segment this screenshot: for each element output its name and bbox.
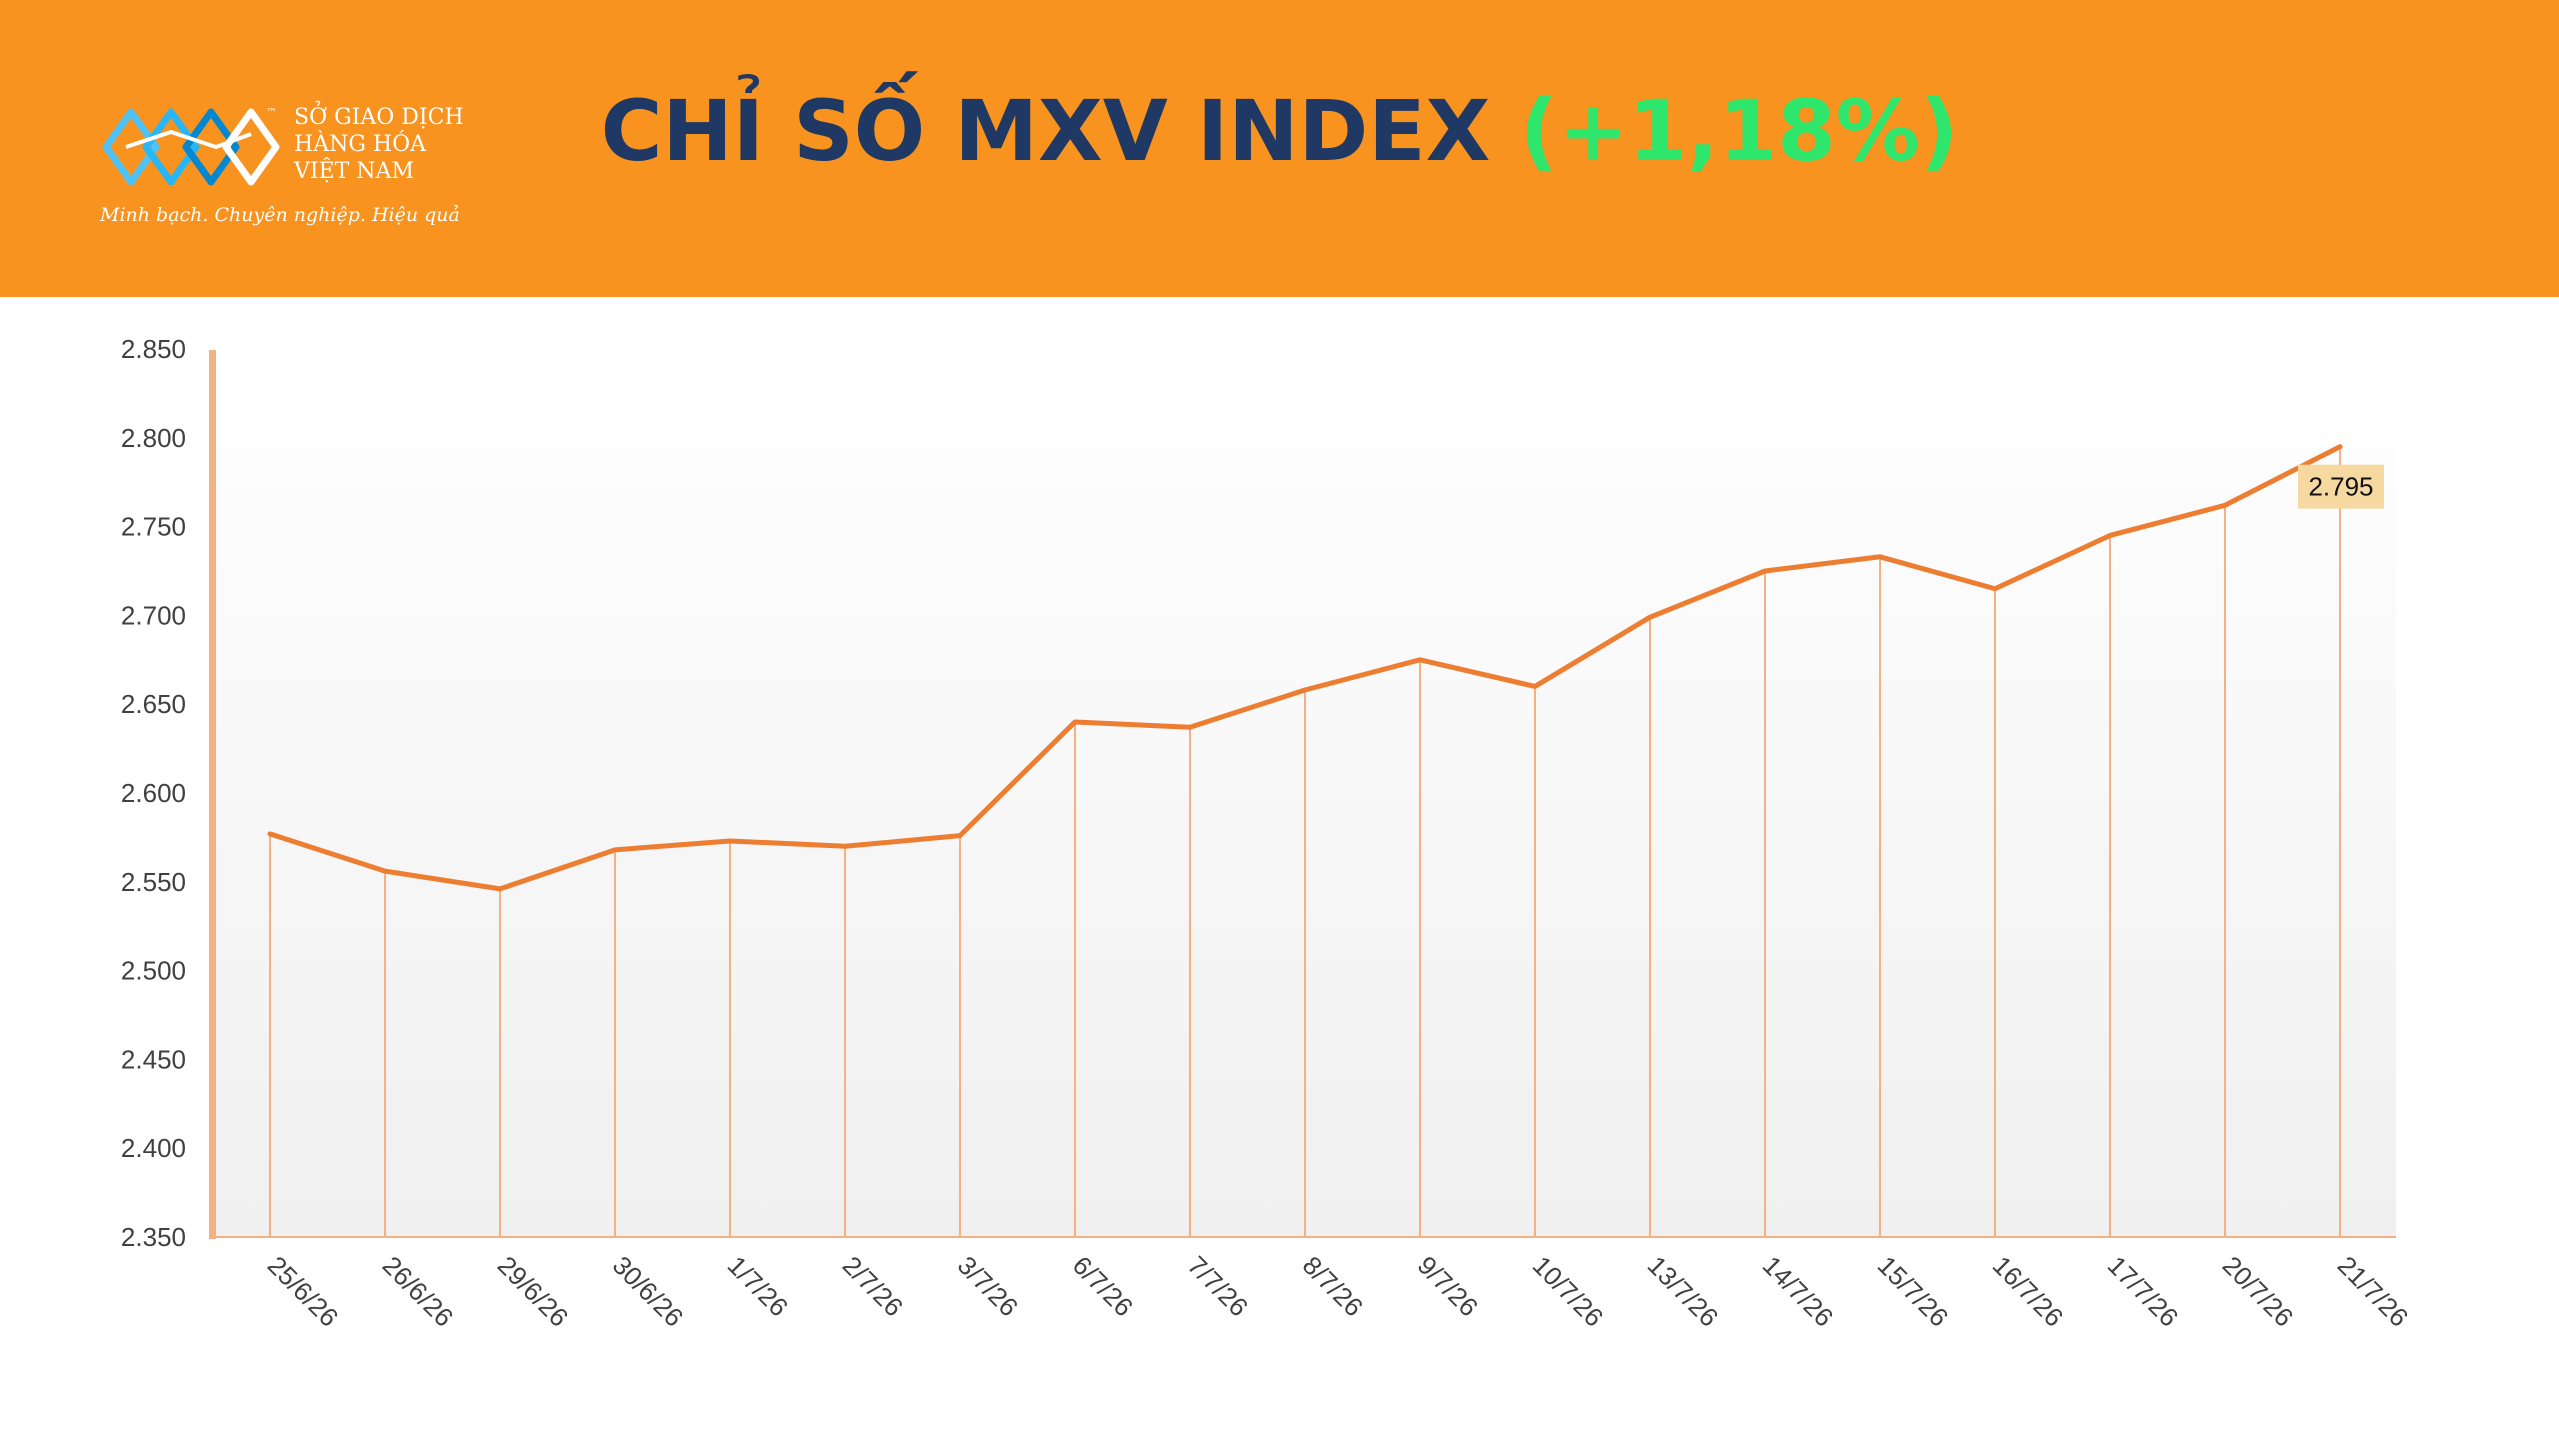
trademark-symbol: ™ (266, 106, 277, 119)
x-tick-label: 1/7/26 (722, 1250, 794, 1322)
x-tick-label: 21/7/26 (2332, 1250, 2415, 1333)
x-tick-label: 20/7/26 (2217, 1250, 2300, 1333)
data-label: 2.795 (2308, 472, 2373, 502)
data-label-box (2298, 464, 2384, 509)
mxv-logo: ™ SỞ GIAO DỊCH HÀNG HÓA VIỆT NAM Minh bạ… (96, 96, 496, 246)
y-axis-bar (209, 350, 216, 1239)
header-banner: ™ SỞ GIAO DỊCH HÀNG HÓA VIỆT NAM Minh bạ… (0, 0, 2559, 297)
x-tick-label: 14/7/26 (1757, 1250, 1840, 1333)
y-tick-label: 2.800 (121, 423, 186, 453)
logo-tagline: Minh bạch. Chuyên nghiệp. Hiệu quả (100, 204, 460, 226)
logo-name-line-1: SỞ GIAO DỊCH (294, 105, 464, 130)
x-tick-label: 17/7/26 (2102, 1250, 2185, 1333)
y-tick-label: 2.400 (121, 1133, 186, 1163)
y-tick-label: 2.450 (121, 1044, 186, 1074)
y-tick-label: 2.850 (121, 334, 186, 364)
x-tick-label: 26/6/26 (377, 1250, 460, 1333)
mxv-index-line-chart: 2.350 2.400 2.450 2.500 2.550 2.600 2.650 2.700… (121, 334, 2415, 1333)
index-change: (+1,18%) (1519, 82, 1959, 180)
x-tick-label: 13/7/26 (1642, 1250, 1725, 1333)
logo-name: SỞ GIAO DỊCH HÀNG HÓA VIỆT NAM (294, 104, 464, 185)
x-tick-label: 3/7/26 (952, 1250, 1024, 1322)
x-tick-label: 15/7/26 (1872, 1250, 1955, 1333)
x-tick-label: 8/7/26 (1297, 1250, 1369, 1322)
x-tick-label: 6/7/26 (1067, 1250, 1139, 1322)
x-tick-label: 25/6/26 (262, 1250, 345, 1333)
y-tick-label: 2.550 (121, 867, 186, 897)
page-title: CHỈ SỐ MXV INDEX (+1,18%) (0, 82, 2559, 180)
x-tick-label: 30/6/26 (607, 1250, 690, 1333)
y-tick-label: 2.750 (121, 512, 186, 542)
title-text: CHỈ SỐ MXV INDEX (600, 82, 1491, 180)
y-tick-label: 2.700 (121, 600, 186, 630)
x-tick-label: 7/7/26 (1182, 1250, 1254, 1322)
x-tick-label: 10/7/26 (1527, 1250, 1610, 1333)
y-tick-label: 2.600 (121, 778, 186, 808)
logo-name-line-3: VIỆT NAM (294, 159, 414, 184)
logo-name-line-2: HÀNG HÓA (294, 132, 426, 157)
y-tick-label: 2.500 (121, 956, 186, 986)
x-tick-label: 29/6/26 (492, 1250, 575, 1333)
y-tick-label: 2.350 (121, 1222, 186, 1252)
x-tick-label: 2/7/26 (837, 1250, 909, 1322)
series-line (267, 444, 2343, 892)
x-tick-label: 9/7/26 (1412, 1250, 1484, 1322)
chart-area: 2.350 2.400 2.450 2.500 2.550 2.600 2.650 2.700… (0, 297, 2559, 1439)
mxv-logo-mark-icon (102, 108, 280, 186)
x-tick-label: 16/7/26 (1987, 1250, 2070, 1333)
y-tick-label: 2.650 (121, 689, 186, 719)
